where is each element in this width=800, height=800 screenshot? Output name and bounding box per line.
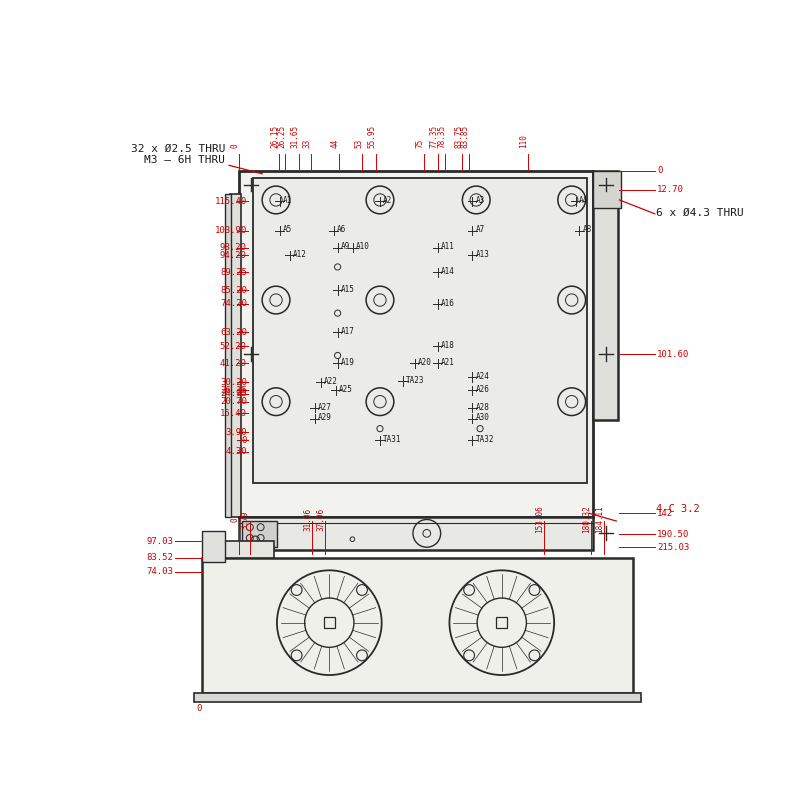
Text: 94.20: 94.20 xyxy=(220,251,246,260)
Text: TA31: TA31 xyxy=(383,435,402,444)
Text: A26: A26 xyxy=(475,385,490,394)
Bar xyxy=(202,558,634,693)
Text: 75: 75 xyxy=(416,138,425,147)
Text: 74.03: 74.03 xyxy=(146,567,174,576)
Text: 4-C 3.2: 4-C 3.2 xyxy=(656,505,700,514)
Text: A21: A21 xyxy=(441,358,454,367)
Text: 37.06: 37.06 xyxy=(316,508,326,531)
Text: A8: A8 xyxy=(582,226,592,234)
Text: A12: A12 xyxy=(293,250,307,259)
Bar xyxy=(253,178,587,482)
Text: 53: 53 xyxy=(354,138,363,147)
Bar xyxy=(242,521,277,547)
Text: 44: 44 xyxy=(331,138,340,147)
Text: 26.15: 26.15 xyxy=(271,125,280,147)
Text: 142: 142 xyxy=(657,509,674,518)
Bar xyxy=(230,194,241,517)
Bar xyxy=(194,693,641,702)
Text: A28: A28 xyxy=(475,402,490,411)
Text: 26.25: 26.25 xyxy=(277,125,286,147)
Text: A10: A10 xyxy=(356,242,370,251)
Text: M3 – 6H THRU: M3 – 6H THRU xyxy=(143,154,225,165)
Text: 180.32: 180.32 xyxy=(582,506,591,534)
Text: 77.35: 77.35 xyxy=(430,125,438,147)
Text: A15: A15 xyxy=(341,285,354,294)
Text: 74.20: 74.20 xyxy=(220,299,246,308)
Text: 20.70: 20.70 xyxy=(220,397,246,406)
Text: 55.95: 55.95 xyxy=(368,125,377,147)
Text: 215.03: 215.03 xyxy=(657,542,690,552)
Text: 32 x Ø2.5 THRU: 32 x Ø2.5 THRU xyxy=(131,144,226,154)
Text: 153.06: 153.06 xyxy=(534,506,544,534)
Text: A6: A6 xyxy=(337,226,346,234)
Text: 110: 110 xyxy=(519,134,529,147)
Bar xyxy=(226,194,231,517)
Text: A18: A18 xyxy=(441,341,454,350)
Bar xyxy=(202,531,226,562)
Text: 115.40: 115.40 xyxy=(214,197,246,206)
Text: A19: A19 xyxy=(341,358,354,367)
Text: 30.20: 30.20 xyxy=(220,378,246,387)
Text: A17: A17 xyxy=(341,327,354,336)
Text: A7: A7 xyxy=(475,226,485,234)
Text: A16: A16 xyxy=(441,298,454,308)
Text: 63.20: 63.20 xyxy=(220,328,246,337)
Text: A11: A11 xyxy=(441,242,454,251)
Text: A3: A3 xyxy=(475,196,485,206)
Text: 83.85: 83.85 xyxy=(460,125,470,147)
Text: A2: A2 xyxy=(383,196,392,206)
Text: 184.11: 184.11 xyxy=(595,506,604,534)
Text: 26.15: 26.15 xyxy=(220,386,246,394)
Bar xyxy=(324,618,334,628)
Text: 31.06: 31.06 xyxy=(303,508,312,531)
Text: 190.50: 190.50 xyxy=(657,530,690,538)
Bar xyxy=(594,170,618,420)
Text: 3.90: 3.90 xyxy=(226,428,246,437)
Text: 33: 33 xyxy=(302,138,311,147)
Text: TA32: TA32 xyxy=(475,435,494,444)
Text: A25: A25 xyxy=(339,385,353,394)
Text: 4.30: 4.30 xyxy=(226,447,246,456)
Text: 78.35: 78.35 xyxy=(437,125,446,147)
Bar xyxy=(239,517,594,550)
Text: 31.65: 31.65 xyxy=(291,125,300,147)
Text: 83.52: 83.52 xyxy=(146,554,174,562)
Text: 12.70: 12.70 xyxy=(657,186,684,194)
Text: A1: A1 xyxy=(283,196,292,206)
Text: A20: A20 xyxy=(418,358,431,367)
Text: A5: A5 xyxy=(283,226,292,234)
Text: 6 x Ø4.3 THRU: 6 x Ø4.3 THRU xyxy=(656,208,744,218)
Bar xyxy=(239,170,594,517)
Text: 52.20: 52.20 xyxy=(220,342,246,350)
Text: 97.03: 97.03 xyxy=(146,537,174,546)
Text: A22: A22 xyxy=(324,377,338,386)
Text: 0: 0 xyxy=(196,703,202,713)
Bar xyxy=(224,541,274,558)
Text: A29: A29 xyxy=(318,414,331,422)
Text: 101.60: 101.60 xyxy=(657,350,690,359)
Text: A4: A4 xyxy=(578,196,588,206)
Text: TA23: TA23 xyxy=(406,376,425,385)
Text: 98.20: 98.20 xyxy=(220,243,246,252)
Text: A24: A24 xyxy=(475,372,490,381)
Text: 0: 0 xyxy=(230,517,239,522)
Text: A14: A14 xyxy=(441,267,454,276)
Text: 0: 0 xyxy=(242,436,246,445)
Text: 85.20: 85.20 xyxy=(220,286,246,294)
Text: 24.95: 24.95 xyxy=(220,390,246,398)
Text: 103.90: 103.90 xyxy=(214,226,246,235)
Text: 0: 0 xyxy=(657,166,662,175)
Text: A9: A9 xyxy=(341,242,350,251)
Bar xyxy=(594,170,621,208)
Text: 41.20: 41.20 xyxy=(220,358,246,368)
Text: 3.79: 3.79 xyxy=(241,510,250,529)
Bar xyxy=(496,618,507,628)
Text: 0: 0 xyxy=(231,143,240,147)
Text: A13: A13 xyxy=(475,250,490,259)
Text: A27: A27 xyxy=(318,402,331,411)
Text: A30: A30 xyxy=(475,414,490,422)
Text: 15.40: 15.40 xyxy=(220,409,246,418)
Text: 83.75: 83.75 xyxy=(454,125,463,147)
Text: 89.25: 89.25 xyxy=(220,268,246,277)
